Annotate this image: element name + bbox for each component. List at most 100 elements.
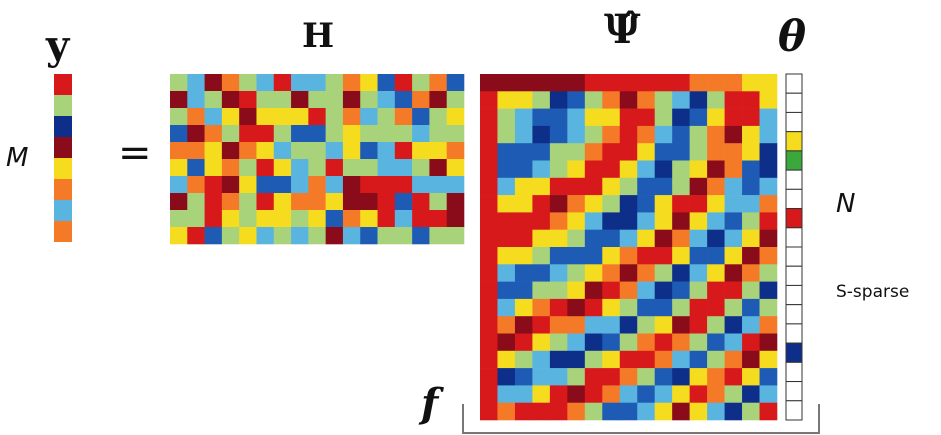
vector-y-cell [54,200,72,221]
matrix-psi-cell [549,368,568,386]
matrix-psi-cell [497,316,516,334]
matrix-h-cell [187,74,205,92]
matrix-h-cell [239,108,257,126]
matrix-psi-cell [514,264,533,282]
matrix-psi-cell [742,247,760,265]
matrix-h-cell [342,176,361,194]
matrix-h-cell [221,74,240,92]
matrix-psi-cell [497,264,516,282]
matrix-psi-cell [584,212,603,230]
matrix-h-cell [291,108,309,126]
matrix-h-cell [221,91,240,109]
matrix-psi-cell [672,368,690,386]
matrix-psi-cell [724,264,743,282]
matrix-psi-cell [654,160,673,179]
label-theta: θ [778,12,807,61]
matrix-psi-cell [672,281,690,300]
matrix-h-cell [342,159,361,177]
vector-theta-cell [785,169,803,190]
matrix-psi-cell [584,247,603,265]
matrix-h-cell [446,227,465,245]
matrix-psi-cell [637,298,656,317]
matrix-h-cell [377,125,396,143]
matrix-h-cell [291,176,309,194]
matrix-h-cell [273,142,292,160]
matrix-psi-cell [619,229,638,248]
matrix-h-cell [342,227,361,245]
matrix-h-cell [377,142,396,160]
matrix-psi-cell [707,247,725,265]
matrix-psi-cell [759,143,778,161]
matrix-h-cell [342,125,361,143]
matrix-h-cell [394,193,413,211]
matrix-h-cell [170,74,188,92]
matrix-h-cell [256,227,275,245]
matrix-psi-cell [514,368,533,386]
matrix-psi-cell [497,229,516,248]
matrix-psi-cell [584,316,603,334]
matrix-psi-cell [759,91,778,109]
matrix-psi-cell [532,160,551,179]
matrix-psi-cell [602,264,621,282]
matrix-h-cell [446,125,465,143]
matrix-h-cell [291,142,309,160]
matrix-psi-cell [637,385,656,403]
matrix-psi-cell [742,125,760,144]
matrix-psi-cell [759,74,778,92]
matrix-psi-cell [689,281,708,300]
matrix-h-cell [412,91,430,109]
matrix-psi-cell [724,281,743,300]
matrix-psi-cell [759,247,778,265]
matrix-h-cell [446,74,465,92]
matrix-h-cell [221,159,240,177]
matrix-psi-cell [724,333,743,352]
matrix-psi-cell [637,160,656,179]
matrix-h-cell [412,210,430,228]
matrix-psi-cell [497,281,516,300]
matrix-psi-cell [549,160,568,179]
matrix-h-cell [239,142,257,160]
matrix-psi-cell [619,385,638,403]
matrix-h-cell [187,125,205,143]
matrix-psi-cell [707,143,725,161]
matrix-psi-cell [497,247,516,265]
matrix-psi-cell [532,281,551,300]
matrix-h-cell [273,193,292,211]
vector-theta-cell [785,381,803,402]
matrix-psi-cell [532,195,551,213]
matrix-psi-cell [549,350,568,369]
matrix-h-cell [204,210,223,228]
matrix-psi-cell [497,385,516,403]
matrix-psi-cell [724,143,743,161]
matrix-psi-cell [532,74,551,92]
matrix-psi-cell [497,125,516,144]
matrix-psi-cell [672,385,690,403]
matrix-h-cell [342,193,361,211]
matrix-psi-cell [689,143,708,161]
matrix-psi-cell [480,247,498,265]
matrix-psi-cell [689,160,708,179]
matrix-psi-cell [742,212,760,230]
matrix-psi-cell [497,333,516,352]
matrix-h-cell [429,108,448,126]
vector-theta-cell [785,246,803,267]
matrix-psi-cell [689,91,708,109]
matrix-psi-cell [532,385,551,403]
matrix-psi-cell [742,333,760,352]
vector-theta-cell [785,400,803,421]
matrix-psi-cell [567,385,586,403]
matrix-psi-cell [480,402,498,421]
matrix-psi-cell [724,91,743,109]
matrix-psi-cell [584,177,603,196]
matrix-psi-cell [532,125,551,144]
matrix-psi-cell [619,350,638,369]
matrix-psi-cell [672,125,690,144]
matrix-psi-cell [514,177,533,196]
matrix-h-cell [412,227,430,245]
matrix-psi-cell [742,281,760,300]
matrix-h-cell [308,227,326,245]
matrix-psi-cell [759,316,778,334]
matrix-h-cell [291,193,309,211]
matrix-h-cell [221,125,240,143]
